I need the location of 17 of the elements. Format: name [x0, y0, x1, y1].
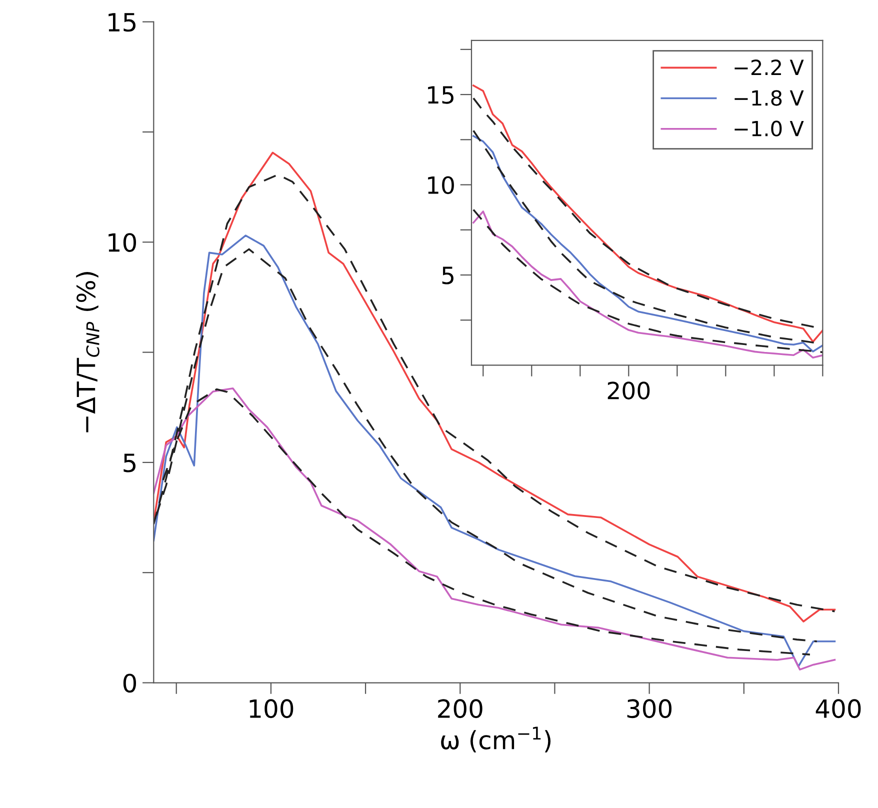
x-tick-label: 200: [438, 699, 482, 718]
x-tick-label: 400: [816, 699, 861, 718]
x-tick-label: 200: [608, 382, 650, 400]
legend-label: −1.0 V: [734, 120, 804, 136]
y-tick-label: 5: [442, 266, 454, 284]
y-axis-title: −ΔT/T$_{CNP}$ (%): [76, 272, 100, 432]
y-tick-label: 10: [428, 176, 454, 194]
legend-label: −2.2 V: [734, 60, 804, 75]
y-tick-label: 0: [123, 674, 136, 693]
legend-label: −1.8 V: [734, 90, 804, 106]
y-tick-label: 15: [428, 86, 454, 104]
y-tick-label: 10: [108, 233, 136, 252]
x-tick-label: 100: [250, 699, 294, 718]
x-tick-label: 300: [627, 699, 672, 718]
y-tick-label: 5: [124, 454, 136, 472]
y-tick-label: 15: [108, 13, 136, 32]
x-axis-title: ω (cm$^{−1}$): [441, 726, 551, 752]
